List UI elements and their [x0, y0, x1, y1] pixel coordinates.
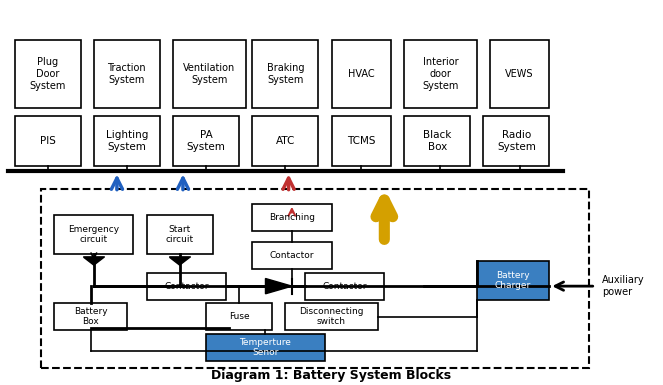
FancyBboxPatch shape [206, 303, 272, 330]
FancyBboxPatch shape [253, 40, 318, 109]
Text: Lighting
System: Lighting System [105, 130, 148, 152]
Text: Contactor: Contactor [270, 251, 314, 260]
Text: VEWS: VEWS [505, 69, 534, 79]
FancyBboxPatch shape [147, 216, 213, 254]
FancyBboxPatch shape [285, 303, 378, 330]
FancyBboxPatch shape [15, 40, 81, 109]
FancyBboxPatch shape [54, 303, 127, 330]
Text: Start
circuit: Start circuit [166, 225, 194, 244]
Text: Emergency
circuit: Emergency circuit [68, 225, 119, 244]
Text: Diagram 1: Battery System Blocks: Diagram 1: Battery System Blocks [211, 369, 452, 382]
FancyBboxPatch shape [253, 204, 332, 231]
Polygon shape [265, 278, 292, 294]
Text: Interior
door
System: Interior door System [422, 57, 459, 90]
Text: Fuse: Fuse [229, 312, 249, 321]
FancyBboxPatch shape [94, 116, 160, 166]
Text: Auxiliary
power: Auxiliary power [602, 275, 645, 297]
FancyBboxPatch shape [332, 116, 391, 166]
Text: Contactor: Contactor [322, 282, 367, 291]
FancyBboxPatch shape [332, 40, 391, 109]
FancyBboxPatch shape [490, 40, 550, 109]
Text: Radio
System: Radio System [497, 130, 536, 152]
FancyBboxPatch shape [147, 273, 226, 300]
Text: Branching: Branching [269, 213, 315, 222]
FancyBboxPatch shape [94, 40, 160, 109]
Text: Braking
System: Braking System [267, 63, 304, 85]
FancyBboxPatch shape [483, 116, 550, 166]
Text: Disconnecting
switch: Disconnecting switch [299, 307, 364, 326]
Text: Black
Box: Black Box [423, 130, 452, 152]
Text: PIS: PIS [40, 136, 56, 146]
FancyBboxPatch shape [404, 40, 477, 109]
Text: TCMS: TCMS [347, 136, 375, 146]
Text: ATC: ATC [276, 136, 295, 146]
FancyBboxPatch shape [477, 261, 550, 300]
Text: Plug
Door
System: Plug Door System [29, 57, 66, 90]
FancyBboxPatch shape [305, 273, 385, 300]
Text: HVAC: HVAC [348, 69, 375, 79]
FancyBboxPatch shape [173, 116, 239, 166]
Text: Battery
Box: Battery Box [74, 307, 107, 326]
Polygon shape [84, 258, 103, 265]
Text: Contactor: Contactor [164, 282, 208, 291]
FancyBboxPatch shape [404, 116, 470, 166]
FancyBboxPatch shape [206, 334, 325, 361]
FancyBboxPatch shape [54, 216, 133, 254]
FancyBboxPatch shape [173, 40, 246, 109]
Text: Temperture
Senor: Temperture Senor [239, 338, 292, 357]
Text: Traction
System: Traction System [107, 63, 146, 85]
Polygon shape [170, 258, 190, 265]
FancyBboxPatch shape [15, 116, 81, 166]
FancyBboxPatch shape [253, 242, 332, 269]
Text: Battery
Charger: Battery Charger [495, 271, 531, 290]
Text: Ventilation
System: Ventilation System [183, 63, 235, 85]
Bar [41, 189, 589, 368]
Text: PA
System: PA System [186, 130, 225, 152]
FancyBboxPatch shape [253, 116, 318, 166]
